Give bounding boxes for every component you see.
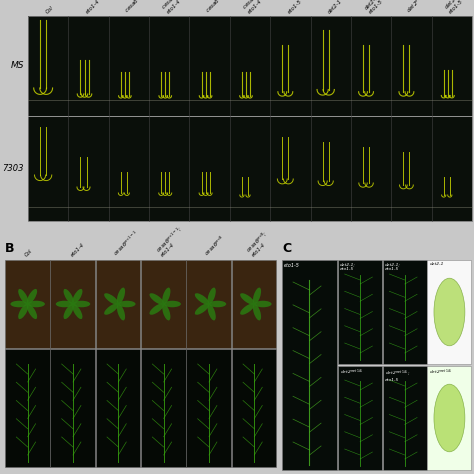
Ellipse shape [73,301,90,307]
Text: det2-1: det2-1 [327,0,344,15]
Text: eto1-4: eto1-4 [70,242,85,258]
Ellipse shape [64,289,74,304]
Text: det2$^{met141}$;
eto1-5: det2$^{met141}$; eto1-5 [441,0,474,15]
Text: det2-1
eto1-5: det2-1 eto1-5 [364,0,384,15]
Ellipse shape [64,304,74,319]
Bar [96,260,140,348]
Text: det2$^{met141}$: det2$^{met141}$ [429,368,453,377]
Text: eto1-4: eto1-4 [85,0,101,15]
Bar [232,260,276,348]
Ellipse shape [27,289,37,304]
Text: det2$^{met141}$;
eto1-5: det2$^{met141}$; eto1-5 [385,368,410,383]
Text: det2-1;
eto1-5: det2-1; eto1-5 [340,262,356,271]
Bar [383,366,427,470]
Ellipse shape [434,384,465,452]
Bar [338,366,382,470]
Ellipse shape [18,304,28,319]
Ellipse shape [162,304,171,320]
Text: MS: MS [10,61,24,70]
Text: C: C [282,242,291,255]
Bar [338,260,382,364]
Ellipse shape [27,301,45,307]
Bar [282,260,337,470]
Text: det2-1;
eto1-5: det2-1; eto1-5 [385,262,401,271]
Text: cesa6$^{prc8}$;
eto1-4: cesa6$^{prc8}$; eto1-4 [244,228,273,258]
Text: det2-1: det2-1 [429,262,444,266]
Bar [28,16,472,221]
Text: eto1-5: eto1-5 [284,263,300,268]
Bar [5,260,50,348]
Text: cesa6$^{prc1-1}$;
eto1-4: cesa6$^{prc1-1}$; eto1-4 [159,0,194,15]
Bar [28,16,472,221]
Ellipse shape [195,303,209,315]
Bar [383,260,427,364]
Ellipse shape [10,301,27,307]
Bar [141,260,186,348]
Bar [50,349,95,467]
Ellipse shape [253,288,261,304]
Text: cesa6$^{prc1-1}$: cesa6$^{prc1-1}$ [122,0,153,15]
Text: cesa6$^{prc1}$: cesa6$^{prc1}$ [203,0,228,15]
Ellipse shape [104,303,118,315]
Bar [141,349,186,467]
Ellipse shape [209,301,226,307]
Ellipse shape [149,293,164,305]
Ellipse shape [27,304,37,319]
Ellipse shape [255,301,272,307]
Ellipse shape [208,304,216,320]
Ellipse shape [208,288,216,304]
Ellipse shape [240,303,255,315]
Ellipse shape [149,303,164,315]
Ellipse shape [104,293,118,305]
Bar [5,349,50,467]
Text: eto1-5: eto1-5 [287,0,303,15]
Ellipse shape [434,278,465,346]
Bar [428,366,472,470]
Ellipse shape [117,304,125,320]
Text: 7303: 7303 [2,164,24,173]
Bar [428,260,472,364]
Ellipse shape [72,304,82,319]
Bar [0,16,28,221]
Ellipse shape [117,288,125,304]
Text: det2$^{met141}$: det2$^{met141}$ [405,0,432,15]
Bar [232,349,276,467]
Bar [186,349,231,467]
Text: cesa6$^{prc8}$: cesa6$^{prc8}$ [202,233,227,258]
Bar [50,260,95,348]
Ellipse shape [72,289,82,304]
Ellipse shape [253,304,261,320]
Ellipse shape [18,289,28,304]
Ellipse shape [118,301,136,307]
Text: cesa6$^{prc1-1}$;
eto1-4: cesa6$^{prc1-1}$; eto1-4 [153,223,188,258]
Bar [186,260,231,348]
Text: cesa6$^{prc1}$;
eto1-4: cesa6$^{prc1}$; eto1-4 [239,0,270,15]
Text: cesa6$^{prc1-1}$: cesa6$^{prc1-1}$ [112,228,141,258]
Ellipse shape [162,288,171,304]
Bar [96,349,140,467]
Text: Col: Col [45,5,55,15]
Text: det2$^{met141}$: det2$^{met141}$ [340,368,364,377]
Ellipse shape [164,301,181,307]
Text: Col: Col [24,248,34,258]
Ellipse shape [240,293,255,305]
Text: B: B [5,242,15,255]
Ellipse shape [56,301,73,307]
Ellipse shape [195,293,209,305]
